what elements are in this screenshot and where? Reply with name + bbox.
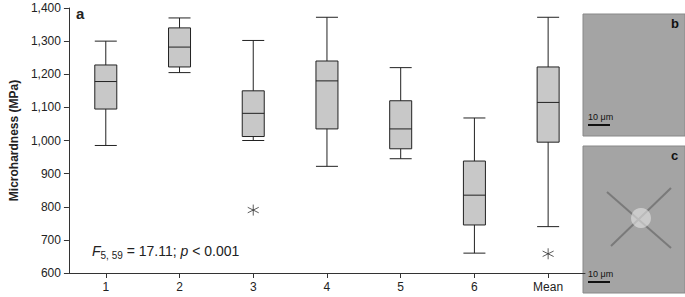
svg-text:900: 900	[41, 167, 61, 181]
svg-text:5: 5	[397, 280, 404, 294]
svg-text:5, 59: 5, 59	[101, 250, 124, 261]
svg-text:800: 800	[41, 200, 61, 214]
svg-text:p: p	[180, 243, 189, 259]
svg-text:1,300: 1,300	[31, 34, 61, 48]
svg-text:1,400: 1,400	[31, 1, 61, 15]
svg-text:10 μm: 10 μm	[588, 112, 613, 122]
svg-text:F: F	[92, 243, 101, 259]
svg-text:600: 600	[41, 266, 61, 280]
svg-text:1: 1	[102, 280, 109, 294]
svg-text:2: 2	[176, 280, 183, 294]
svg-text:3: 3	[250, 280, 257, 294]
svg-text:Mean: Mean	[533, 280, 563, 294]
svg-text:6: 6	[471, 280, 478, 294]
svg-text:1,200: 1,200	[31, 67, 61, 81]
svg-text:10 μm: 10 μm	[588, 269, 613, 279]
svg-text:b: b	[671, 16, 679, 31]
svg-text:= 17.11;: = 17.11;	[123, 243, 181, 259]
svg-text:700: 700	[41, 233, 61, 247]
svg-text:1,000: 1,000	[31, 134, 61, 148]
svg-text:a: a	[76, 5, 85, 22]
svg-text:4: 4	[324, 280, 331, 294]
svg-text:< 0.001: < 0.001	[188, 243, 239, 259]
svg-text:1,100: 1,100	[31, 100, 61, 114]
svg-text:Microhardness (MPa): Microhardness (MPa)	[7, 80, 21, 201]
svg-text:c: c	[671, 148, 678, 163]
